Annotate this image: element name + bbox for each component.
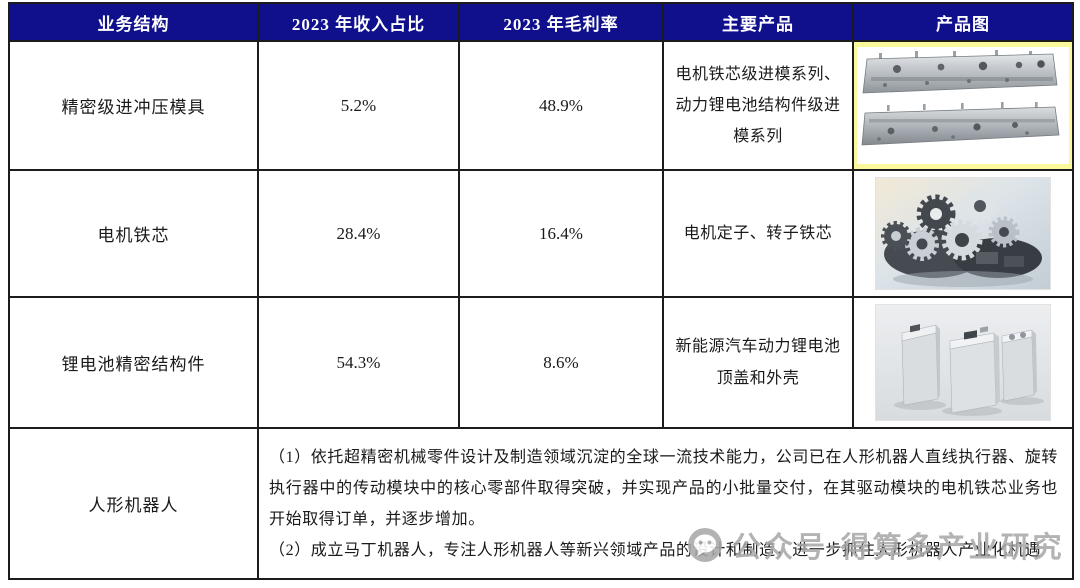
- description-point-2: （2）成立马丁机器人，专注人形机器人等新兴领域产品的设计和制造，进一步抓住人形机…: [269, 541, 1042, 559]
- humanoid-robot-description: （1）依托超精密机械零件设计及制造领域沉淀的全球一流技术能力，公司已在人形机器人…: [257, 427, 1074, 580]
- main-products-text: 电机定子、转子铁芯: [662, 169, 854, 298]
- segment-name: 电机铁芯: [8, 169, 259, 298]
- product-image-cell: [852, 296, 1074, 429]
- table-row-humanoid-robot: 人形机器人 （1）依托超精密机械零件设计及制造领域沉淀的全球一流技术能力，公司已…: [8, 427, 1074, 580]
- segment-name: 人形机器人: [8, 427, 259, 580]
- gross-margin-value: 48.9%: [458, 40, 664, 171]
- revenue-share-value: 54.3%: [257, 296, 460, 429]
- battery-shell-photo: [875, 304, 1051, 421]
- description-point-1: （1）依托超精密机械零件设计及制造领域沉淀的全球一流技术能力，公司已在人形机器人…: [269, 448, 1058, 528]
- product-image-cell: [852, 40, 1074, 171]
- motor-core-photo: [875, 177, 1051, 290]
- stamping-dies-photo: [857, 47, 1069, 164]
- business-structure-table: 业务结构 2023 年收入占比 2023 年毛利率 主要产品 产品图 精密级进冲…: [8, 2, 1074, 580]
- segment-name: 锂电池精密结构件: [8, 296, 259, 429]
- die-bottom: [861, 102, 1060, 146]
- header-row: 业务结构 2023 年收入占比 2023 年毛利率 主要产品 产品图: [8, 2, 1074, 42]
- revenue-share-value: 28.4%: [257, 169, 460, 298]
- col-header-revenue-share: 2023 年收入占比: [257, 2, 460, 42]
- product-image-cell: [852, 169, 1074, 298]
- main-products-text: 电机铁芯级进模系列、动力锂电池结构件级进模系列: [662, 40, 854, 171]
- gross-margin-value: 8.6%: [458, 296, 664, 429]
- table-row-motor-core: 电机铁芯 28.4% 16.4% 电机定子、转子铁芯: [8, 169, 1074, 298]
- revenue-share-value: 5.2%: [257, 40, 460, 171]
- segment-name: 精密级进冲压模具: [8, 40, 259, 171]
- table-row-battery-parts: 锂电池精密结构件 54.3% 8.6% 新能源汽车动力锂电池顶盖和外壳: [8, 296, 1074, 429]
- col-header-business-structure: 业务结构: [8, 2, 259, 42]
- gross-margin-value: 16.4%: [458, 169, 664, 298]
- die-top: [862, 50, 1058, 94]
- main-products-text: 新能源汽车动力锂电池顶盖和外壳: [662, 296, 854, 429]
- col-header-product-image: 产品图: [852, 2, 1074, 42]
- col-header-gross-margin: 2023 年毛利率: [458, 2, 664, 42]
- col-header-main-products: 主要产品: [662, 2, 854, 42]
- table-row-stamping-dies: 精密级进冲压模具 5.2% 48.9% 电机铁芯级进模系列、动力锂电池结构件级进…: [8, 40, 1074, 171]
